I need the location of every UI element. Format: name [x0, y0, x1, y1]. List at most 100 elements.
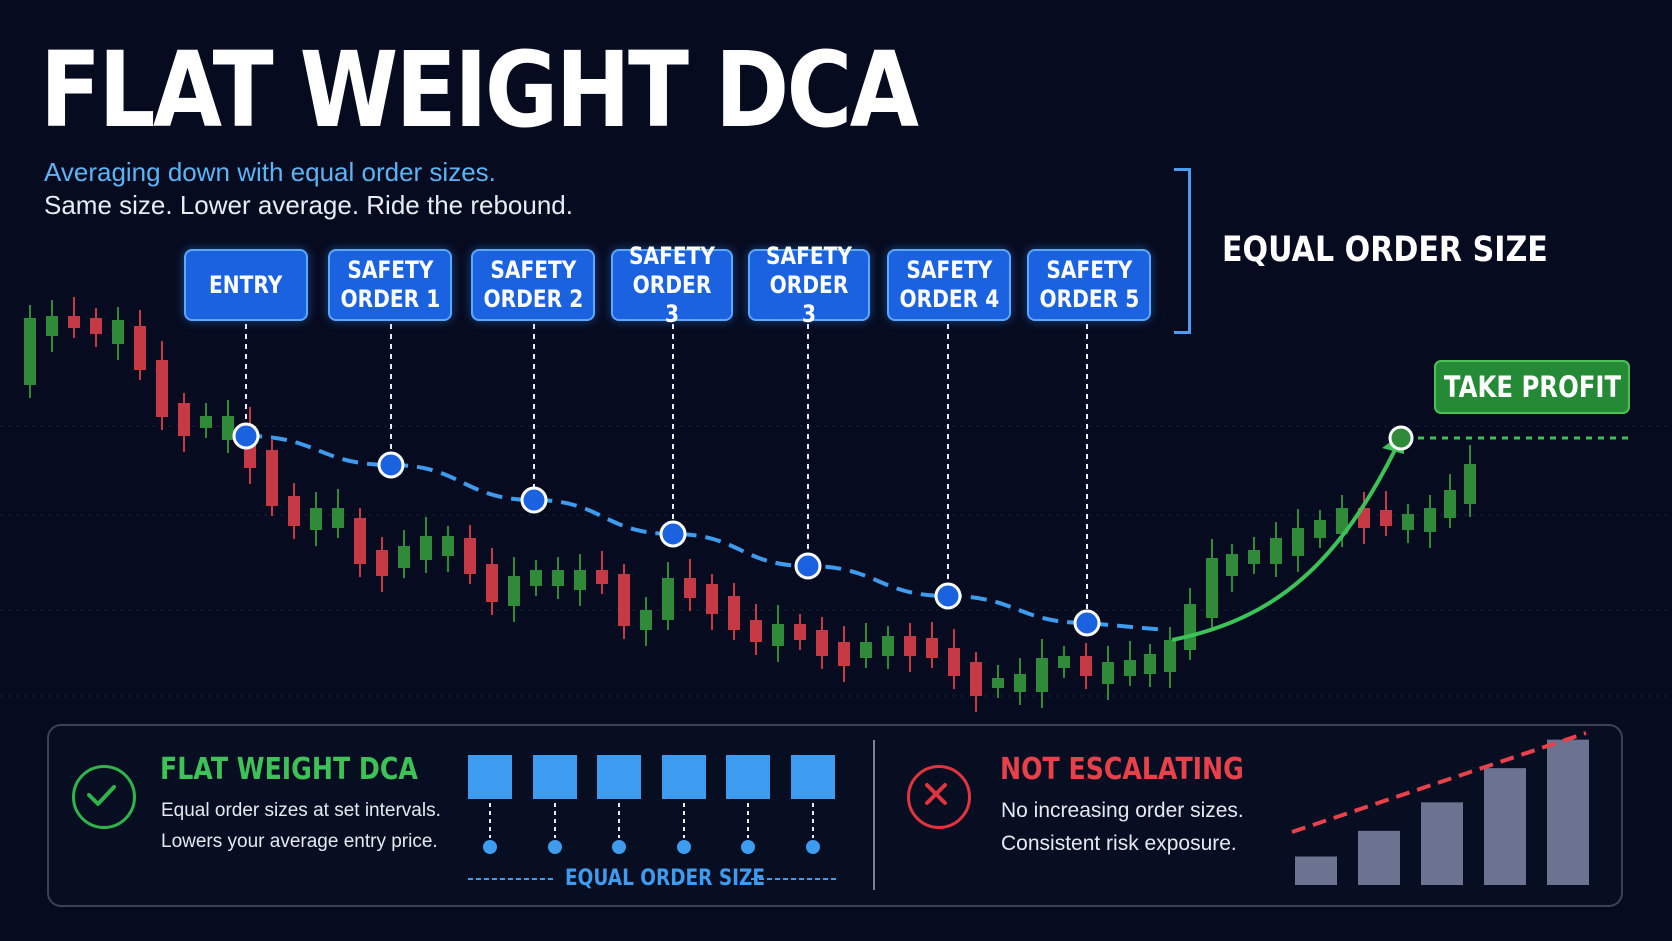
- candle-body: [970, 662, 982, 696]
- candle-body: [354, 518, 366, 564]
- candle-body: [1014, 674, 1026, 692]
- order-box-safety-3b: SAFETY ORDER 3: [748, 242, 870, 328]
- candle-body: [596, 570, 608, 584]
- order-box-safety-5: SAFETY ORDER 5: [1027, 249, 1151, 321]
- candle-body: [46, 316, 58, 336]
- candle-body: [442, 536, 454, 556]
- rebound-arrow: [1171, 445, 1399, 642]
- candle-body: [486, 564, 498, 602]
- candle-body: [1206, 558, 1218, 618]
- candle-body: [68, 316, 80, 328]
- candle-body: [1424, 508, 1436, 532]
- candle-body: [24, 318, 36, 385]
- candle-body: [1102, 662, 1114, 684]
- page-tagline: Same size. Lower average. Ride the rebou…: [44, 190, 573, 220]
- candle-body: [1270, 538, 1282, 564]
- candle-body: [1292, 528, 1304, 556]
- candle-body: [1124, 660, 1136, 676]
- candle-body: [178, 403, 190, 436]
- candle-body: [772, 624, 784, 646]
- candle-body: [1164, 640, 1176, 672]
- not-escalating-line-1: No increasing order sizes.: [1001, 799, 1244, 822]
- take-profit-marker: [1388, 425, 1414, 451]
- candle-body: [1036, 658, 1048, 692]
- candle-body: [222, 416, 234, 440]
- candle-body: [112, 320, 124, 344]
- take-profit-label: TAKE PROFIT: [1443, 370, 1621, 404]
- order-marker: [934, 582, 962, 610]
- order-bracket: [1174, 168, 1191, 334]
- candle-body: [1314, 520, 1326, 538]
- candle-body: [1058, 656, 1070, 668]
- equal-order-size-caption: EQUAL ORDER SIZE: [565, 866, 766, 891]
- candle-body: [1380, 510, 1392, 526]
- flat-weight-line-2: Lowers your average entry price.: [161, 831, 438, 852]
- not-escalating-line-2: Consistent risk exposure.: [1001, 832, 1237, 855]
- candle-body: [882, 636, 894, 656]
- candle-body: [838, 642, 850, 666]
- candle-body: [728, 596, 740, 630]
- order-box-entry: ENTRY: [184, 249, 308, 321]
- order-marker: [794, 552, 822, 580]
- candle-body: [134, 326, 146, 370]
- candle-body: [1444, 490, 1456, 518]
- candle-body: [200, 416, 212, 428]
- candle-body: [420, 536, 432, 560]
- order-label: ENTRY: [209, 270, 283, 299]
- order-leader-lines: [245, 324, 1088, 611]
- candle-body: [860, 642, 872, 658]
- candle-body: [904, 636, 916, 656]
- order-box-safety-1: SAFETY ORDER 1: [328, 249, 452, 321]
- candle-body: [464, 538, 476, 574]
- candle-body: [1226, 554, 1238, 576]
- order-box-safety-4: SAFETY ORDER 4: [887, 249, 1011, 321]
- order-label: SAFETY ORDER 1: [340, 256, 440, 313]
- candle-body: [574, 570, 586, 590]
- order-marker: [232, 422, 260, 450]
- candle-body: [552, 570, 564, 586]
- not-escalating-heading: NOT ESCALATING: [1000, 752, 1244, 787]
- candle-body: [948, 648, 960, 676]
- candle-body: [156, 360, 168, 417]
- page-title: FLAT WEIGHT DCA: [40, 29, 919, 151]
- price-candles: [24, 297, 1476, 712]
- order-marker: [377, 451, 405, 479]
- candle-body: [1402, 514, 1414, 530]
- candle-body: [1144, 654, 1156, 674]
- order-label: SAFETY ORDER 5: [1039, 256, 1139, 313]
- order-markers: [232, 422, 1101, 637]
- candle-body: [288, 496, 300, 526]
- chart-gridlines: [0, 425, 1672, 697]
- candle-body: [640, 610, 652, 630]
- candle-body: [530, 570, 542, 586]
- check-glyph: [87, 785, 116, 806]
- candle-body: [310, 508, 322, 530]
- equal-order-size-label: EQUAL ORDER SIZE: [1222, 230, 1548, 270]
- candle-body: [398, 546, 410, 568]
- order-label: SAFETY ORDER 4: [899, 256, 999, 313]
- candle-body: [332, 508, 344, 528]
- candle-body: [794, 624, 806, 640]
- candle-body: [1080, 656, 1092, 676]
- x-icon: [907, 765, 971, 829]
- order-label: SAFETY ORDER 3: [628, 241, 716, 328]
- order-box-safety-2: SAFETY ORDER 2: [471, 249, 595, 321]
- take-profit-badge: TAKE PROFIT: [1434, 360, 1630, 414]
- candle-body: [816, 630, 828, 656]
- order-box-safety-3: SAFETY ORDER 3: [611, 242, 733, 328]
- candle-body: [1358, 508, 1370, 528]
- candle-body: [1464, 464, 1476, 504]
- order-marker: [520, 486, 548, 514]
- candle-body: [662, 578, 674, 620]
- order-label: SAFETY ORDER 2: [483, 256, 583, 313]
- candle-body: [508, 576, 520, 606]
- candle-body: [90, 318, 102, 334]
- candle-body: [684, 578, 696, 598]
- candle-body: [926, 638, 938, 658]
- candle-body: [266, 450, 278, 506]
- candle-body: [1184, 604, 1196, 650]
- candle-body: [750, 620, 762, 642]
- candle-body: [376, 550, 388, 576]
- candle-body: [618, 574, 630, 626]
- x-glyph: [925, 783, 947, 805]
